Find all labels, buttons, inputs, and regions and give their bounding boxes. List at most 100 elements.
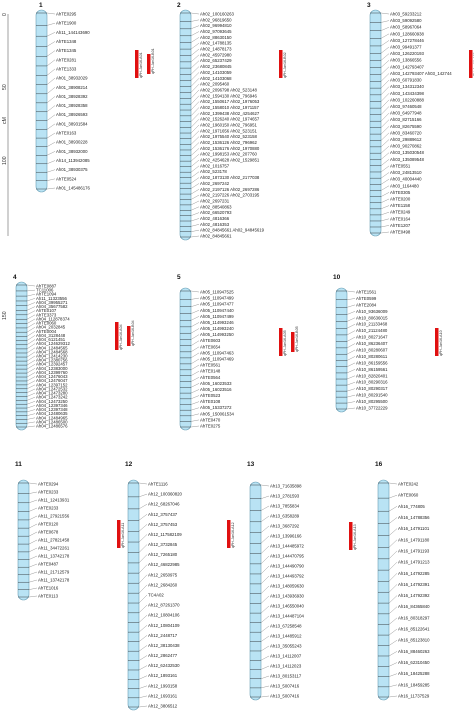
marker-label: Ah05_15337272: [200, 405, 232, 410]
marker-leader: [346, 324, 356, 329]
marker-label: Ah01_145486176: [56, 186, 91, 191]
marker-label: AhTE1016: [38, 586, 59, 591]
marker-leader: [190, 89, 200, 99]
chromosome-bar: [335, 287, 348, 413]
marker-leader: [190, 107, 200, 116]
marker-label: Ah13_14112007: [270, 654, 302, 659]
qtl-bar: [115, 322, 119, 350]
marker-leader: [346, 317, 356, 322]
marker-leader: [388, 651, 398, 657]
marker-label: Ah02_4816353: [200, 222, 230, 227]
marker-label: Ah10_37722229: [356, 406, 388, 411]
chromosome-bar: [127, 479, 140, 711]
marker-leader: [138, 534, 148, 543]
marker-label: Ah04_12397346: [36, 403, 68, 408]
marker-leader: [138, 574, 148, 584]
ruler-unit: cM: [2, 117, 8, 124]
marker-label: AhTE0678: [38, 530, 59, 535]
marker-label: Ah04_12383000: [36, 366, 68, 371]
marker-leader: [190, 407, 200, 411]
marker-leader: [260, 565, 270, 575]
marker-label: Ah04_12476047: [36, 378, 68, 383]
ruler: 0 50 100 150 cM: [2, 13, 9, 320]
marker-label: Ah05_110947477: [200, 302, 234, 307]
marker-leader: [346, 330, 356, 336]
marker-label: Ah12_1993158: [148, 683, 178, 688]
marker-leader: [46, 12, 56, 15]
marker-leader: [190, 200, 200, 206]
marker-leader: [190, 95, 200, 105]
marker-leader: [26, 289, 36, 292]
marker-leader: [26, 343, 36, 350]
marker-leader: [28, 571, 38, 575]
marker-label: AhTE0561: [200, 363, 221, 368]
marker-label: Ah02_1971656 Ah02_523151: [200, 128, 257, 133]
marker-leader: [26, 380, 36, 386]
marker-leader: [380, 93, 390, 102]
marker-leader: [26, 331, 36, 337]
qtl-bar: [127, 326, 131, 346]
marker-leader: [346, 375, 356, 380]
marker-label: Ah02_1998153 Ah02_207760: [200, 152, 257, 157]
chromosome-12: 12 AhTE1116 Ah12_100360820 Ah12_68267046 Ah1…: [125, 461, 235, 711]
chromosome-number: 3: [367, 2, 371, 9]
marker-leader: [190, 290, 200, 293]
marker-label: Ah10_80271647: [356, 335, 388, 340]
marker-label: AhTE1345: [56, 48, 77, 53]
marker-leader: [28, 499, 38, 503]
marker-label: Ah03_40004440: [390, 177, 422, 182]
marker-label: Ah13_35055243: [270, 644, 302, 649]
marker-label: Ah03_127278446: [390, 38, 425, 43]
marker-label: AhTE0108: [200, 399, 221, 404]
marker-label: Ah10_93636009: [356, 309, 388, 314]
marker-leader: [46, 151, 56, 156]
chromosome-number: 5: [177, 274, 181, 281]
marker-label: Ah03_59092580: [390, 18, 422, 23]
marker-label: Ah16_80318297: [398, 615, 430, 620]
marker-label: Ah02_88630150: [200, 35, 232, 40]
chromosome-bar: [249, 481, 262, 701]
marker-label: AhTE0107: [36, 308, 57, 313]
marker-label: AhTE0163: [56, 131, 77, 136]
marker-leader: [190, 230, 200, 232]
marker-leader: [138, 675, 148, 680]
qtl-label: qPH-Jan16-A10: [439, 330, 443, 356]
marker-leader: [380, 99, 390, 109]
marker-label: AhTE0487: [38, 562, 59, 567]
marker-leader: [260, 645, 270, 652]
marker-label: Ah16_18425288: [398, 671, 430, 676]
marker-leader: [28, 587, 38, 590]
marker-leader: [190, 194, 200, 200]
marker-label: AhTE0524: [56, 176, 77, 181]
marker-leader: [190, 419, 200, 422]
chromosome-bar: [377, 479, 390, 701]
marker-label: Ah04_12380756: [36, 358, 68, 363]
marker-label: Ah03_143434398: [390, 91, 425, 96]
marker-label: Ah04_124629312: [36, 341, 71, 346]
marker-leader: [388, 528, 398, 536]
marker-label: Ah16_14792392: [398, 593, 430, 598]
marker-leader: [190, 113, 200, 122]
marker-leader: [380, 139, 390, 147]
marker-leader: [26, 372, 36, 378]
marker-leader: [260, 515, 270, 522]
marker-leader: [190, 43, 200, 50]
qtl-label: qPH-Jan16-B01: [151, 48, 155, 74]
marker-leader: [380, 159, 390, 166]
marker-leader: [138, 504, 148, 510]
marker-leader: [388, 617, 398, 625]
marker-leader: [388, 506, 398, 512]
marker-leader: [46, 132, 56, 139]
marker-leader: [26, 322, 36, 329]
marker-leader: [380, 33, 390, 39]
qtl-bar: [135, 50, 139, 78]
marker-leader: [388, 495, 398, 499]
marker-label: Ah03_102260888: [390, 97, 425, 102]
marker-label: Ah13_67258548: [270, 624, 302, 629]
marker-label: Ah11_11323556: [36, 296, 68, 301]
marker-leader: [28, 507, 38, 512]
marker-leader: [380, 225, 390, 228]
marker-label: Ah04_12397152: [36, 382, 68, 387]
marker-leader: [26, 359, 36, 366]
